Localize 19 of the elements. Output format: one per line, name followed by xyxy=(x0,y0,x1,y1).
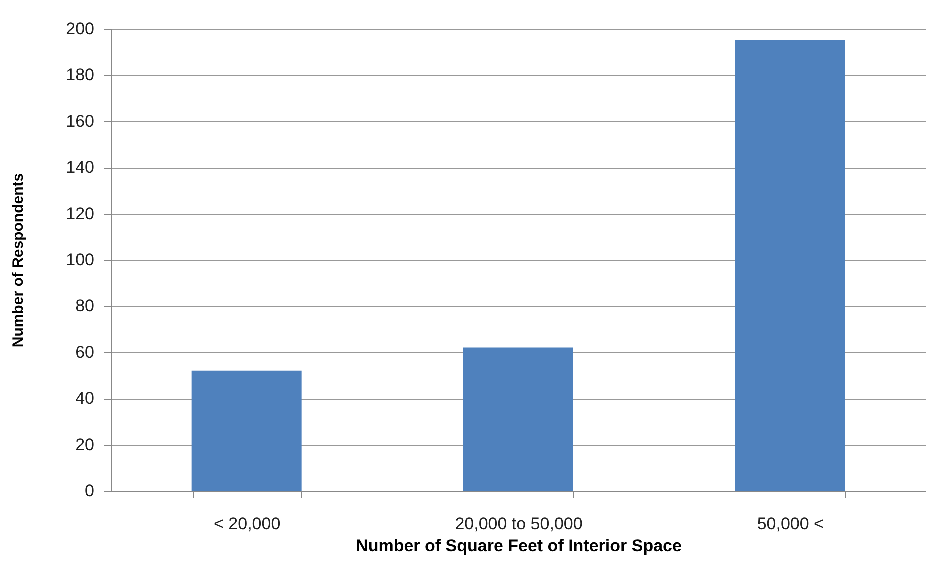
y-tick-label: 20 xyxy=(76,435,94,454)
bar xyxy=(735,40,846,491)
y-tick-label: 120 xyxy=(66,204,94,224)
y-tick-label: 40 xyxy=(76,389,94,408)
x-axis-title: Number of Square Feet of Interior Space xyxy=(356,536,682,556)
x-tick-label: < 20,000 xyxy=(214,514,281,534)
y-axis-title: Number of Respondents xyxy=(10,173,28,348)
x-tick-label: 20,000 to 50,000 xyxy=(455,514,583,534)
y-tick-label: 0 xyxy=(85,482,94,500)
y-tick-label: 180 xyxy=(66,66,94,85)
y-tick-label: 60 xyxy=(76,342,94,362)
bar xyxy=(192,370,302,491)
y-tick-label: 200 xyxy=(66,20,94,38)
y-tick-label: 100 xyxy=(66,250,94,270)
y-tick-label: 80 xyxy=(76,296,94,316)
x-tick-label: 50,000 < xyxy=(757,514,824,534)
y-tick-label: 160 xyxy=(66,112,94,131)
y-tick-label: 140 xyxy=(66,158,94,178)
bar xyxy=(464,348,574,491)
